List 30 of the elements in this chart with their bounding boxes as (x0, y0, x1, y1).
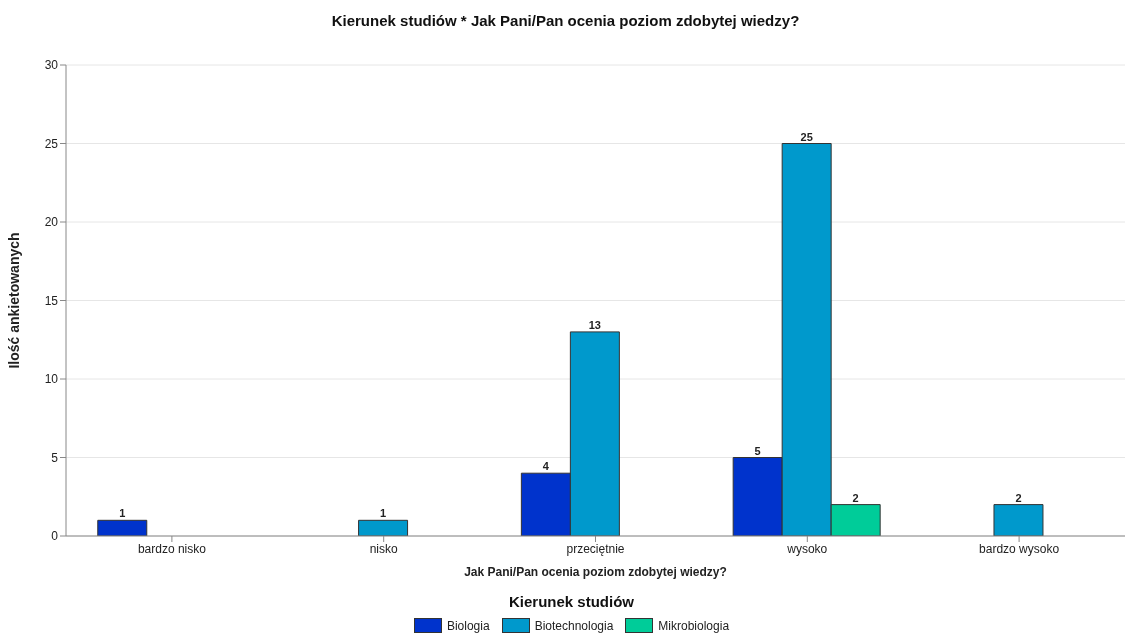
x-tick-label: wysoko (786, 541, 828, 556)
legend-label: Biologia (445, 618, 490, 633)
x-axis-title: Jak Pani/Pan ocenia poziom zdobytej wiedzy? (464, 565, 727, 579)
data-label: 5 (754, 444, 761, 457)
legend-label: Biotechnologia (533, 618, 614, 633)
chart-title: Kierunek studiów * Jak Pani/Pan ocenia poziom zdobytej wiedzy? (330, 11, 801, 31)
bar (993, 504, 1044, 536)
bar (358, 519, 409, 536)
data-label: 2 (1015, 491, 1022, 504)
x-tick-label: bardzo nisko (137, 541, 207, 556)
x-tick-label: nisko (369, 541, 399, 556)
data-label: 1 (380, 507, 387, 520)
data-label: 4 (542, 460, 550, 473)
bar (97, 519, 148, 536)
y-axis-title: Ilość ankietowanych (5, 232, 22, 369)
y-tick-label: 20 (44, 215, 59, 230)
x-tick-label: przeciętnie (566, 541, 625, 556)
y-tick-label: 0 (51, 529, 59, 544)
y-tick-label: 25 (44, 136, 59, 151)
x-tick-label: bardzo wysoko (979, 541, 1060, 556)
y-tick-label: 10 (44, 372, 59, 387)
data-label: 1 (119, 507, 126, 520)
y-tick-label: 15 (44, 293, 59, 308)
y-tick-label: 5 (51, 450, 59, 465)
data-label: 13 (588, 318, 601, 331)
legend-label: Mikrobiologia (657, 618, 730, 633)
y-tick-label: 30 (44, 58, 59, 73)
legend-title: Kierunek studiów (508, 593, 635, 610)
data-label: 2 (852, 491, 859, 504)
data-label: 25 (800, 130, 813, 143)
